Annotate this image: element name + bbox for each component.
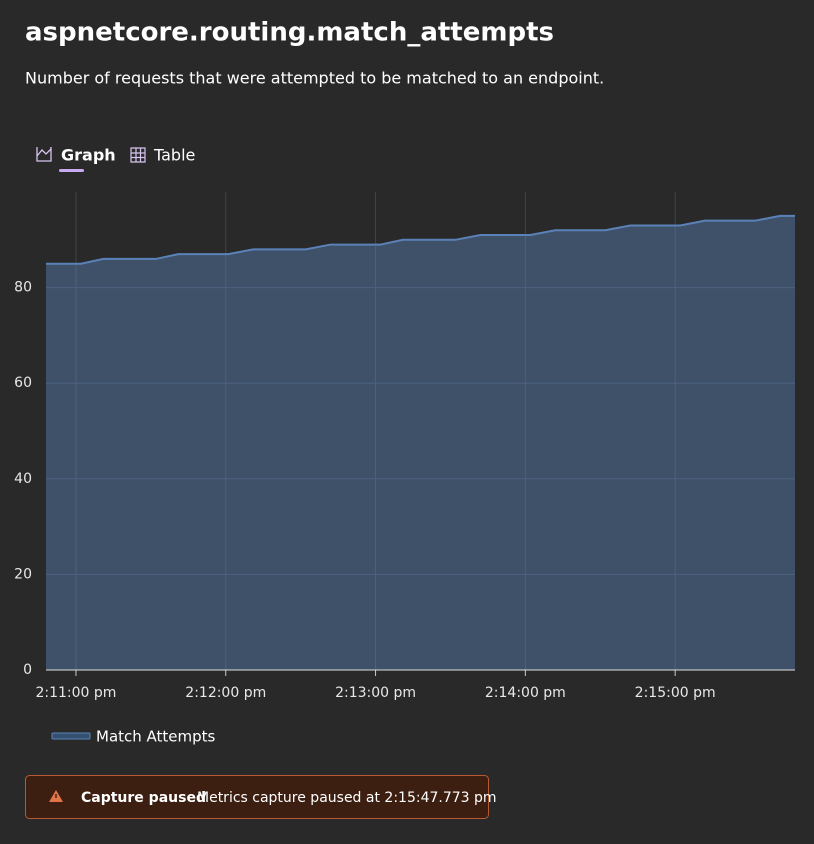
- warning-icon-mark: [55, 794, 57, 798]
- legend-swatch: [51, 732, 91, 740]
- x-tick-label: 2:15:00 pm: [635, 685, 716, 701]
- subtitle: Number of requests that were attempted t…: [25, 69, 604, 88]
- y-tick-label: 0: [23, 662, 32, 678]
- table-tab[interactable]: Table: [130, 146, 195, 165]
- alert: Capture paused Metrics capture paused at…: [25, 775, 497, 819]
- x-tick-label: 2:14:00 pm: [485, 685, 566, 701]
- y-tick-label: 60: [14, 375, 32, 391]
- graph-tab[interactable]: Graph: [36, 146, 116, 173]
- legend-label[interactable]: Match Attempts: [96, 728, 216, 746]
- plot: 0 20 40 60 80 2:11:00 pm 2:12:00 pm 2:13:00 pm 2…: [14, 192, 795, 701]
- x-tick-label: 2:13:00 pm: [335, 685, 416, 701]
- area: [46, 215, 795, 670]
- tab-underline: [59, 169, 84, 172]
- y-tick-label: 20: [14, 566, 32, 582]
- table-icon: [130, 147, 146, 163]
- alert-box: [25, 775, 489, 819]
- y-tick-label: 40: [14, 471, 32, 487]
- graph-icon: [36, 147, 52, 162]
- tab-label[interactable]: Table: [153, 146, 195, 165]
- legend[interactable]: Match Attempts: [51, 728, 216, 746]
- title: aspnetcore.routing.match_attempts: [25, 18, 554, 48]
- line: [46, 214, 795, 265]
- y-tick-label: 80: [14, 280, 32, 296]
- tab-label[interactable]: Graph: [61, 146, 116, 165]
- x-tick-label: 2:11:00 pm: [35, 685, 116, 701]
- x-tick-label: 2:12:00 pm: [185, 685, 266, 701]
- alert-title: Capture paused: [81, 790, 206, 806]
- alert-message: Metrics capture paused at 2:15:47.773 pm: [197, 790, 497, 806]
